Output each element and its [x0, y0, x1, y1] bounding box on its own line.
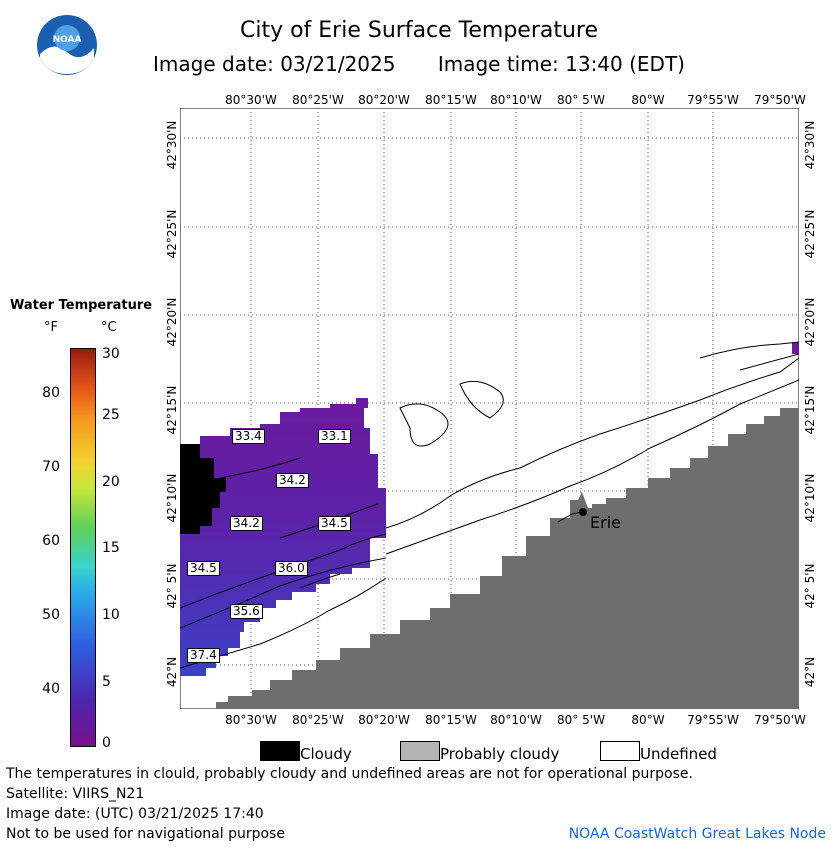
lat-label-right: 42°10'N: [803, 473, 817, 523]
lon-label-top: 80°15'W: [425, 93, 477, 107]
cloud-area: [180, 444, 226, 534]
lon-label-top: 80°W: [631, 93, 665, 107]
lon-label-bottom: 80°20'W: [358, 713, 410, 727]
lon-label-top: 80° 5'W: [557, 93, 605, 107]
temp-label: 34.2: [276, 473, 309, 488]
cloudy-swatch: [260, 741, 300, 761]
lat-label-right: 42°20'N: [803, 297, 817, 347]
noaa-logo: NOAA: [36, 14, 98, 76]
temp-label: 36.0: [275, 561, 308, 576]
lat-label-right: 42°15'N: [803, 385, 817, 435]
lat-label-left: 42°15'N: [165, 385, 179, 435]
temp-label: 33.1: [318, 429, 351, 444]
lon-label-top: 80°20'W: [358, 93, 410, 107]
lat-label-right: 42° 5'N: [803, 563, 817, 609]
lon-label-bottom: 79°55'W: [687, 713, 739, 727]
lat-label-left: 42°25'N: [165, 209, 179, 259]
lon-label-bottom: 79°50'W: [754, 713, 806, 727]
utc-date: Image date: (UTC) 03/21/2025 17:40: [6, 806, 264, 822]
lat-label-left: 42°N: [165, 656, 179, 688]
lon-label-top: 79°50'W: [754, 93, 806, 107]
cloudy-label: Cloudy: [300, 745, 352, 763]
unit-f: °F: [44, 320, 58, 335]
f-tick: 40: [42, 681, 60, 697]
undefined-swatch: [600, 741, 640, 761]
disclaimer: The temperatures in clould, probably clo…: [6, 766, 693, 782]
legend-title: Water Temperature: [10, 298, 153, 313]
temp-label: 35.6: [230, 604, 263, 619]
lat-label-left: 42°10'N: [165, 473, 179, 523]
undefined-label: Undefined: [640, 745, 717, 763]
f-tick: 60: [42, 533, 60, 549]
temp-label: 33.4: [232, 429, 265, 444]
f-tick: 80: [42, 385, 60, 401]
image-date-time: Image date: 03/21/2025 Image time: 13:40…: [0, 52, 838, 76]
temp-label: 34.5: [318, 516, 351, 531]
lon-label-top: 80°30'W: [225, 93, 277, 107]
lon-label-bottom: 80°W: [631, 713, 665, 727]
probably-cloudy-swatch: [400, 741, 440, 761]
c-tick: 15: [102, 540, 120, 556]
c-tick: 5: [102, 674, 111, 690]
f-tick: 70: [42, 459, 60, 475]
lon-label-top: 80°10'W: [490, 93, 542, 107]
probably-cloudy-label: Probably cloudy: [440, 745, 560, 763]
lon-label-bottom: 80°30'W: [225, 713, 277, 727]
image-date: Image date: 03/21/2025: [153, 52, 396, 76]
lat-label-right: 42°N: [803, 656, 817, 688]
satellite: Satellite: VIIRS_N21: [6, 786, 145, 802]
land-area: [216, 408, 799, 709]
logo-text: NOAA: [52, 35, 82, 45]
c-tick: 20: [102, 474, 120, 490]
map-canvas: [180, 108, 799, 709]
f-tick: 50: [42, 607, 60, 623]
lon-label-top: 80°25'W: [292, 93, 344, 107]
lat-label-right: 42°30'N: [803, 120, 817, 170]
city-label: Erie: [590, 513, 621, 532]
lon-label-bottom: 80°15'W: [425, 713, 477, 727]
lat-label-left: 42°20'N: [165, 297, 179, 347]
lon-label-bottom: 80°10'W: [490, 713, 542, 727]
harbor-line: [557, 511, 584, 523]
lon-label-bottom: 80° 5'W: [557, 713, 605, 727]
c-tick: 10: [102, 607, 120, 623]
image-time: Image time: 13:40 (EDT): [437, 52, 685, 76]
lon-label-bottom: 80°25'W: [292, 713, 344, 727]
small-water-patch: [792, 342, 799, 354]
c-tick: 25: [102, 407, 120, 423]
c-tick: 0: [102, 735, 111, 751]
temp-label: 34.5: [187, 561, 220, 576]
nav-warning: Not to be used for navigational purpose: [6, 826, 285, 842]
unit-c: °C: [101, 320, 117, 335]
credit: NOAA CoastWatch Great Lakes Node: [568, 826, 826, 842]
lon-label-top: 79°55'W: [687, 93, 739, 107]
color-bar: [70, 348, 96, 747]
lat-label-left: 42° 5'N: [165, 563, 179, 609]
lat-label-right: 42°25'N: [803, 209, 817, 259]
page-title: City of Erie Surface Temperature: [239, 18, 599, 43]
lat-label-left: 42°30'N: [165, 120, 179, 170]
temp-label: 37.4: [187, 648, 220, 663]
temp-label: 34.2: [230, 516, 263, 531]
c-tick: 30: [102, 346, 120, 362]
